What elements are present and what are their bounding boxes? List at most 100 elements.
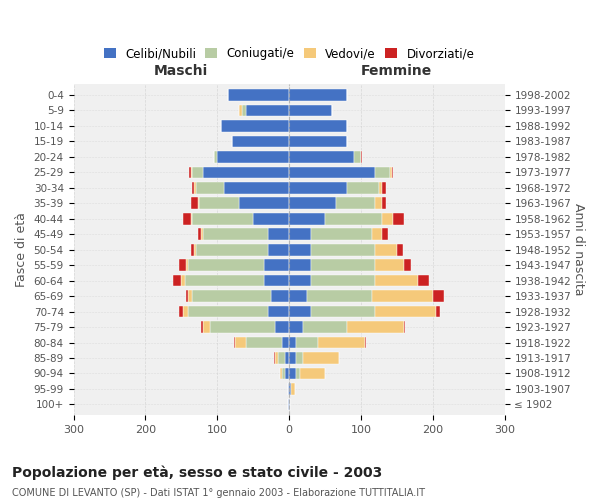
Bar (436, 306, 440, 318)
Bar (188, 290, 192, 302)
Bar (194, 244, 196, 256)
Bar (275, 322, 289, 333)
Bar (354, 151, 361, 162)
Bar (274, 352, 275, 364)
Bar (289, 322, 304, 333)
Bar (296, 368, 300, 380)
Bar (199, 198, 239, 209)
Bar (278, 352, 286, 364)
Bar (187, 290, 188, 302)
Bar (336, 198, 376, 209)
Bar (192, 182, 194, 194)
Bar (318, 337, 365, 348)
Bar (291, 383, 295, 395)
Bar (304, 352, 340, 364)
Bar (289, 290, 307, 302)
Bar (179, 306, 183, 318)
Bar (224, 182, 289, 194)
Bar (289, 244, 311, 256)
Bar (289, 89, 347, 101)
Bar (217, 151, 289, 162)
Bar (372, 228, 382, 240)
Bar (365, 337, 366, 348)
Bar (289, 104, 332, 117)
Bar (289, 136, 347, 147)
Text: Maschi: Maschi (154, 64, 208, 78)
Bar (347, 322, 404, 333)
Bar (382, 213, 393, 224)
Bar (289, 213, 325, 224)
Bar (264, 260, 289, 271)
Bar (289, 275, 311, 286)
Bar (179, 260, 187, 271)
Bar (246, 337, 282, 348)
Bar (280, 368, 282, 380)
Bar (376, 244, 397, 256)
Bar (185, 275, 264, 286)
Bar (253, 213, 289, 224)
Bar (198, 198, 199, 209)
Bar (397, 244, 403, 256)
Bar (289, 306, 311, 318)
Bar (311, 306, 376, 318)
Bar (289, 398, 290, 410)
Legend: Celibi/Nubili, Coniugati/e, Vedovi/e, Divorziati/e: Celibi/Nubili, Coniugati/e, Vedovi/e, Di… (104, 47, 475, 60)
Bar (203, 166, 289, 178)
Bar (404, 322, 406, 333)
Bar (376, 306, 436, 318)
Bar (188, 306, 268, 318)
Bar (264, 275, 289, 286)
Bar (202, 228, 203, 240)
Bar (184, 213, 191, 224)
Y-axis label: Anni di nascita: Anni di nascita (572, 204, 585, 296)
Bar (311, 244, 376, 256)
Bar (347, 182, 379, 194)
Bar (221, 120, 289, 132)
Bar (268, 306, 289, 318)
Bar (389, 166, 392, 178)
Bar (289, 228, 311, 240)
Bar (311, 275, 376, 286)
Y-axis label: Fasce di età: Fasce di età (15, 212, 28, 287)
Bar (376, 260, 404, 271)
Bar (268, 228, 289, 240)
Bar (379, 182, 382, 194)
Bar (191, 244, 194, 256)
Bar (376, 198, 382, 209)
Bar (286, 352, 289, 364)
Bar (289, 368, 296, 380)
Bar (382, 228, 388, 240)
Bar (289, 260, 311, 271)
Bar (289, 166, 376, 178)
Bar (376, 275, 418, 286)
Bar (275, 352, 278, 364)
Bar (289, 337, 296, 348)
Bar (173, 275, 181, 286)
Bar (404, 260, 411, 271)
Bar (382, 198, 386, 209)
Bar (191, 213, 192, 224)
Bar (188, 260, 264, 271)
Bar (203, 322, 210, 333)
Bar (286, 368, 289, 380)
Bar (282, 368, 286, 380)
Bar (361, 151, 362, 162)
Bar (289, 198, 336, 209)
Bar (325, 213, 382, 224)
Bar (393, 213, 404, 224)
Bar (289, 352, 296, 364)
Bar (246, 104, 289, 117)
Bar (271, 290, 289, 302)
Bar (433, 290, 443, 302)
Bar (198, 228, 202, 240)
Bar (268, 244, 289, 256)
Bar (192, 166, 203, 178)
Bar (242, 104, 246, 117)
Bar (307, 290, 372, 302)
Bar (187, 260, 188, 271)
Text: Femmine: Femmine (361, 64, 433, 78)
Bar (289, 182, 347, 194)
Bar (372, 290, 433, 302)
Bar (181, 275, 185, 286)
Bar (191, 198, 198, 209)
